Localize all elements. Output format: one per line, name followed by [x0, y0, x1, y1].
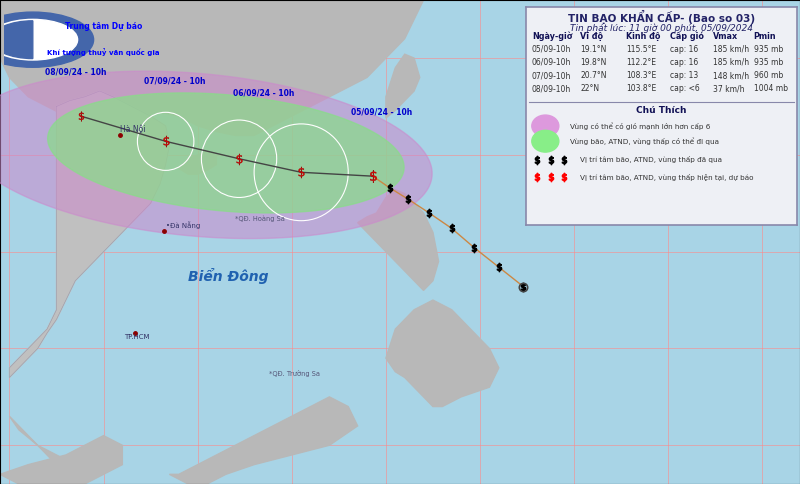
- Polygon shape: [386, 54, 420, 118]
- Text: 1004 mb: 1004 mb: [754, 84, 787, 93]
- Text: 07/09/24 - 10h: 07/09/24 - 10h: [144, 77, 206, 86]
- Text: 06/09/24 - 10h: 06/09/24 - 10h: [233, 89, 294, 97]
- Text: Pmin: Pmin: [754, 32, 776, 41]
- Polygon shape: [358, 190, 438, 290]
- Text: 935 mb: 935 mb: [754, 58, 782, 67]
- Text: Ngày-giờ: Ngày-giờ: [532, 31, 572, 41]
- Text: 08/09-10h: 08/09-10h: [532, 84, 571, 93]
- Polygon shape: [0, 39, 179, 136]
- Text: cap: 16: cap: 16: [670, 45, 698, 54]
- Text: Tin phát lúc: 11 giờ 00 phút, 05/09/2024: Tin phát lúc: 11 giờ 00 phút, 05/09/2024: [570, 23, 753, 33]
- Polygon shape: [0, 436, 122, 484]
- Circle shape: [0, 12, 94, 67]
- Polygon shape: [48, 93, 404, 213]
- Polygon shape: [179, 151, 217, 174]
- Text: Chú Thích: Chú Thích: [636, 106, 687, 115]
- Polygon shape: [386, 300, 499, 407]
- Text: 07/09-10h: 07/09-10h: [532, 71, 571, 80]
- Text: 20.7°N: 20.7°N: [581, 71, 607, 80]
- Text: Cấp gió: Cấp gió: [670, 31, 703, 41]
- Text: 112.2°E: 112.2°E: [626, 58, 657, 67]
- Text: 108.3°E: 108.3°E: [626, 71, 657, 80]
- Text: cap: 16: cap: 16: [670, 58, 698, 67]
- Text: cap: <6: cap: <6: [670, 84, 699, 93]
- Text: Trung tâm Dự báo: Trung tâm Dự báo: [65, 22, 142, 31]
- Text: 05/09-10h: 05/09-10h: [532, 45, 571, 54]
- Text: Biển Đông: Biển Đông: [188, 268, 269, 284]
- Polygon shape: [0, 0, 423, 136]
- Text: Vị trí tâm bão, ATND, vùng thấp hiện tại, dự báo: Vị trí tâm bão, ATND, vùng thấp hiện tại…: [581, 174, 754, 181]
- Text: 05/09/24 - 10h: 05/09/24 - 10h: [351, 108, 413, 117]
- Text: *QĐ. Hoàng Sa: *QĐ. Hoàng Sa: [235, 215, 285, 222]
- Text: 22°N: 22°N: [581, 84, 600, 93]
- Text: 19.8°N: 19.8°N: [581, 58, 607, 67]
- Text: 19.1°N: 19.1°N: [581, 45, 607, 54]
- Circle shape: [532, 115, 559, 137]
- Text: *QĐ. Trường Sa: *QĐ. Trường Sa: [269, 370, 320, 377]
- Text: Vmax: Vmax: [713, 32, 738, 41]
- Text: Vùng bão, ATND, vùng thấp có thể đi qua: Vùng bão, ATND, vùng thấp có thể đi qua: [570, 137, 718, 145]
- Circle shape: [0, 19, 78, 60]
- Polygon shape: [10, 91, 170, 378]
- Text: TIN BẠO KHẨN CẤP- (Bao so 03): TIN BẠO KHẨN CẤP- (Bao so 03): [568, 10, 755, 24]
- Text: 08/09/24 - 10h: 08/09/24 - 10h: [45, 67, 106, 76]
- Text: cap: 13: cap: 13: [670, 71, 698, 80]
- Text: •Đà Nẵng: •Đà Nẵng: [166, 222, 200, 229]
- Text: 06/09-10h: 06/09-10h: [532, 58, 571, 67]
- Text: 103.8°E: 103.8°E: [626, 84, 657, 93]
- Text: 935 mb: 935 mb: [754, 45, 782, 54]
- Text: Vùng có thể có gió mạnh lớn hơn cấp 6: Vùng có thể có gió mạnh lớn hơn cấp 6: [570, 122, 710, 130]
- Text: 185 km/h: 185 km/h: [713, 45, 749, 54]
- Text: Vĩ độ: Vĩ độ: [581, 32, 603, 41]
- Text: 148 km/h: 148 km/h: [713, 71, 749, 80]
- Text: 115.5°E: 115.5°E: [626, 45, 657, 54]
- Text: 960 mb: 960 mb: [754, 71, 782, 80]
- Polygon shape: [0, 71, 432, 239]
- Polygon shape: [10, 416, 85, 480]
- Polygon shape: [170, 397, 358, 484]
- Text: Khí tượng thuỷ văn quốc gia: Khí tượng thuỷ văn quốc gia: [47, 48, 159, 56]
- Wedge shape: [0, 21, 33, 59]
- Text: Kinh độ: Kinh độ: [626, 32, 661, 41]
- Text: Hà Nội: Hà Nội: [121, 125, 146, 134]
- Text: 185 km/h: 185 km/h: [713, 58, 749, 67]
- Text: 37 km/h: 37 km/h: [713, 84, 745, 93]
- Text: TP.HCM: TP.HCM: [124, 334, 150, 340]
- Text: Vị trí tâm bão, ATND, vùng thấp đã qua: Vị trí tâm bão, ATND, vùng thấp đã qua: [581, 156, 722, 163]
- Circle shape: [532, 130, 559, 152]
